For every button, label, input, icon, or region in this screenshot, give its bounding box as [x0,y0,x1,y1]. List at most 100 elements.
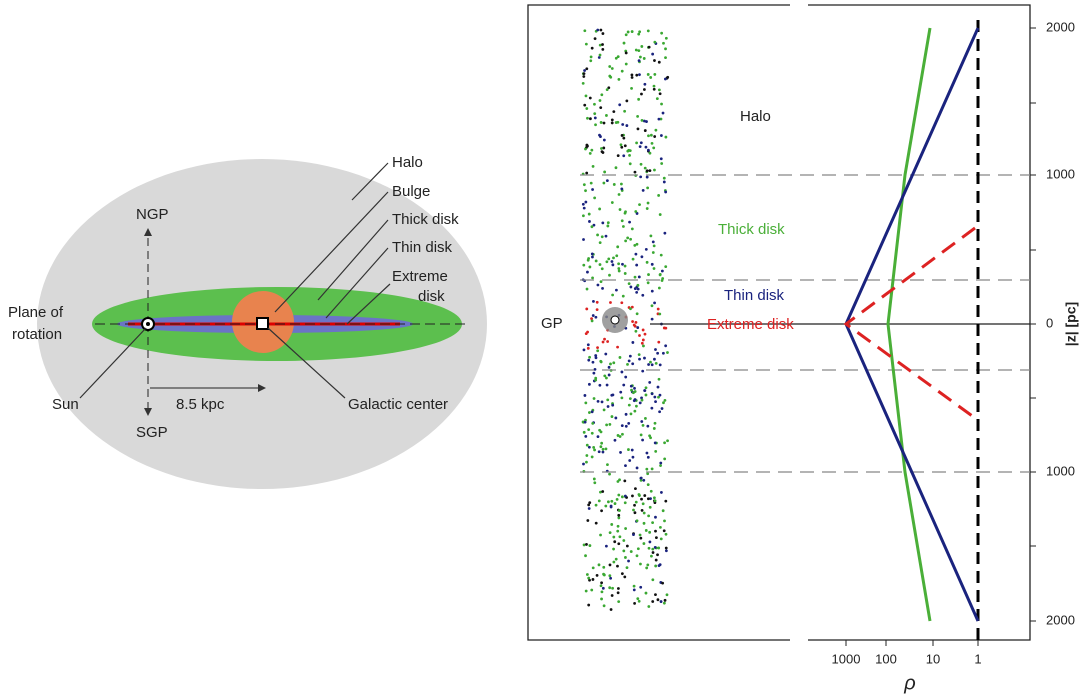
label: Galactic center [348,396,448,413]
star-dot [582,463,585,466]
star-dot [601,590,604,593]
star-dot [624,272,627,275]
star-dot [622,549,625,552]
label: Extreme [392,268,448,285]
star-dot [649,152,652,155]
star-dot [618,270,621,273]
star-dot [633,399,636,402]
star-dot [589,117,592,120]
star-dot [636,284,639,287]
star-dot [646,207,649,210]
star-dot [642,345,645,348]
star-dot [591,253,594,256]
star-dot [587,343,590,346]
star-dot [643,522,646,525]
star-dot [582,238,585,241]
star-dot [600,584,603,587]
star-dot [643,389,646,392]
star-dot [612,257,615,260]
star-dot [639,537,642,540]
star-dot [613,540,616,543]
rho-tick-label: 1000 [832,651,861,666]
star-dot [601,287,604,290]
star-dot [593,112,596,115]
star-dot [659,213,662,216]
star-dot [636,326,639,329]
star-dot [619,391,622,394]
star-dot [661,407,664,410]
star-dot [664,136,667,139]
density-panel: Halo Thick disk Thin disk Extreme disk G… [528,5,1079,694]
star-dot [633,244,636,247]
star-dot [611,201,614,204]
star-dot [634,210,637,213]
star-dot [642,479,645,482]
star-dot [651,578,654,581]
star-dot [591,456,594,459]
star-dot [592,165,595,168]
star-dot [615,166,618,169]
star-dot [638,30,641,33]
star-dot [624,144,627,147]
star-dot [641,439,644,442]
star-dot [640,141,643,144]
star-dot [621,70,624,73]
axis-label: ρ [903,672,915,694]
star-dot [653,358,656,361]
star-dot [616,245,619,248]
star-dot [583,207,586,210]
star-dot [647,514,650,517]
star-dot [606,88,609,91]
star-dot [591,410,594,413]
star-dot [647,73,650,76]
figure: Halo Bulge Thick disk Thin disk Extreme … [0,0,1088,694]
star-dot [601,401,604,404]
star-dot [660,157,663,160]
star-dot [645,567,648,570]
star-dot [635,49,638,52]
star-dot [585,107,588,110]
star-dot [605,447,608,450]
star-dot [654,129,657,132]
star-dot [638,600,641,603]
star-dot [624,464,627,467]
star-dot [624,210,627,213]
star-dot [654,530,657,533]
star-dot [634,276,637,279]
star-dot [638,276,641,279]
star-dot [583,69,586,72]
star-dot [611,294,614,297]
star-dot [621,371,624,374]
star-dot [638,203,641,206]
star-dot [611,415,614,418]
star-dot [590,149,593,152]
star-dot [657,194,660,197]
star-dot [626,237,629,240]
star-dot [584,421,587,424]
star-dot [631,341,634,344]
extreme-disk-curve [846,228,975,418]
star-dot [656,352,659,355]
star-dot [600,147,603,150]
star-dot [663,529,666,532]
star-dot [619,435,622,438]
star-dot [612,536,615,539]
star-dot [647,605,650,608]
label: Halo [392,154,423,171]
star-dot [582,75,585,78]
star-dot [660,162,663,165]
star-dot [640,93,643,96]
star-dot [588,220,591,223]
star-dot [650,490,653,493]
star-dot [611,119,614,122]
star-dot [585,454,588,457]
star-dot [586,117,589,120]
label: disk [418,288,445,305]
label: GP [541,315,563,332]
star-dot [583,72,586,75]
star-dot [634,287,637,290]
star-dot [593,478,596,481]
star-dot [588,446,591,449]
star-dot [653,245,656,248]
star-dot [593,481,596,484]
